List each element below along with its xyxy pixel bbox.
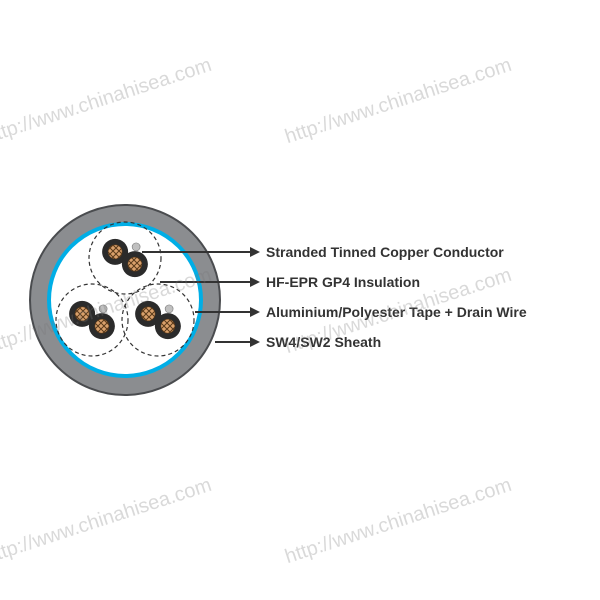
label-row-4: SW4/SW2 Sheath [215, 334, 381, 350]
label-row-3: Aluminium/Polyester Tape + Drain Wire [195, 304, 527, 320]
label-conductor: Stranded Tinned Copper Conductor [266, 244, 504, 260]
label-sheath: SW4/SW2 Sheath [266, 334, 381, 350]
arrow-icon [250, 337, 260, 347]
cable-diagram: Stranded Tinned Copper Conductor HF-EPR … [20, 170, 580, 430]
watermark-text: http://www.chinahisea.com [0, 54, 215, 149]
watermark-text: http://www.chinahisea.com [282, 474, 514, 569]
watermark-text: http://www.chinahisea.com [0, 474, 215, 569]
leader-line [142, 251, 250, 253]
label-row-1: Stranded Tinned Copper Conductor [142, 244, 504, 260]
leader-line [195, 311, 250, 313]
watermark-text: http://www.chinahisea.com [282, 54, 514, 149]
leader-line [160, 281, 250, 283]
leader-line [215, 341, 250, 343]
label-row-2: HF-EPR GP4 Insulation [160, 274, 420, 290]
label-insulation: HF-EPR GP4 Insulation [266, 274, 420, 290]
arrow-icon [250, 277, 260, 287]
arrow-icon [250, 307, 260, 317]
arrow-icon [250, 247, 260, 257]
label-tape-drain: Aluminium/Polyester Tape + Drain Wire [266, 304, 527, 320]
cable-cross-section [20, 170, 230, 430]
